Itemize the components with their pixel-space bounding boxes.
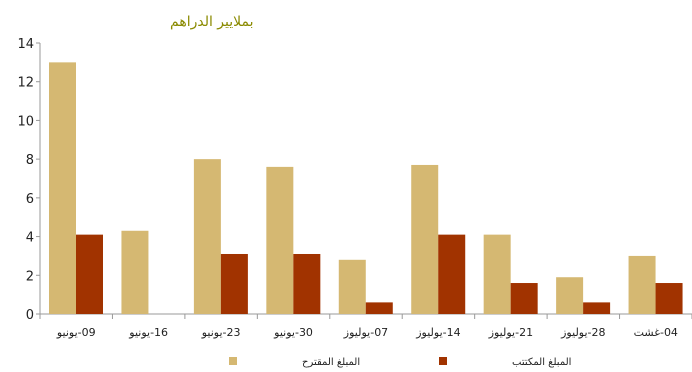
legend-label: المبلغ المكتتب bbox=[512, 357, 571, 368]
x-category-label: 21-يوليوز bbox=[488, 326, 533, 339]
bar-proposed bbox=[628, 255, 656, 314]
bar-proposed bbox=[121, 230, 149, 314]
category-labels: 09-يونيو 16-يونيو 23-يونيو 30-يونيو 07-يوليو… bbox=[56, 326, 678, 339]
y-tick-label: 14 bbox=[17, 37, 34, 52]
bars bbox=[49, 62, 683, 314]
bar-subscribed bbox=[220, 253, 248, 314]
bar-subscribed bbox=[583, 302, 611, 314]
x-category-label: 16-يونيو bbox=[128, 326, 168, 339]
y-tick-label: 4 bbox=[26, 231, 34, 246]
bar-subscribed bbox=[76, 234, 103, 314]
x-category-label: 09-يونيو bbox=[56, 326, 96, 339]
legend: المبلغ المقترح المبلغ المكتتب bbox=[229, 357, 571, 368]
y-tick-label: 8 bbox=[26, 153, 34, 168]
x-category-label: 30-يونيو bbox=[273, 326, 313, 339]
legend-swatch bbox=[229, 357, 237, 365]
y-tick-label: 10 bbox=[17, 114, 34, 129]
x-category-label: 23-يونيو bbox=[201, 326, 241, 339]
bar-proposed bbox=[266, 166, 294, 314]
bar-subscribed bbox=[510, 283, 538, 314]
bar-proposed bbox=[193, 159, 221, 314]
y-tick-label: 12 bbox=[17, 76, 34, 91]
y-tick-label: 6 bbox=[26, 192, 34, 207]
y-tick-label: 0 bbox=[26, 308, 34, 323]
legend-swatch bbox=[439, 357, 447, 365]
y-tick-label: 2 bbox=[26, 269, 34, 284]
unit-label: بملايير الدراهم bbox=[170, 14, 254, 30]
bar-proposed bbox=[411, 164, 439, 314]
bar-proposed bbox=[556, 277, 584, 314]
bar-subscribed bbox=[365, 302, 393, 314]
bar-subscribed bbox=[655, 283, 683, 314]
x-category-label: 14-يوليوز bbox=[415, 326, 460, 339]
bar-proposed bbox=[338, 259, 366, 314]
bar-proposed bbox=[483, 234, 511, 314]
x-category-label: 04-غشت bbox=[634, 326, 678, 339]
bar-subscribed bbox=[293, 253, 321, 314]
bar-proposed bbox=[49, 62, 76, 314]
bar-subscribed bbox=[438, 234, 466, 314]
x-category-label: 07-يوليوز bbox=[343, 326, 388, 339]
x-category-label: 28-يوليوز bbox=[560, 326, 605, 339]
legend-label: المبلغ المقترح bbox=[302, 357, 360, 368]
